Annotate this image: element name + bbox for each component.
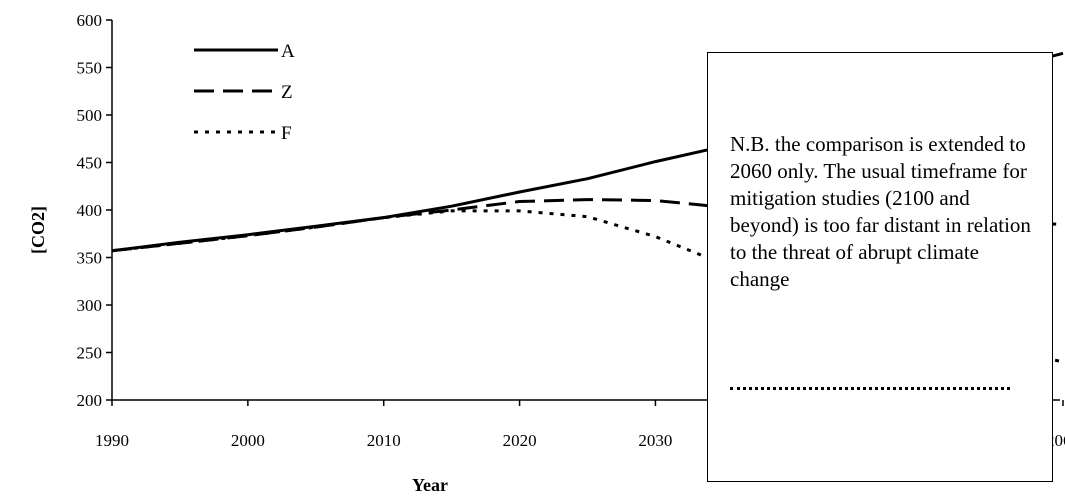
legend-label-z: Z: [281, 82, 293, 103]
y-tick-label: 300: [77, 296, 103, 315]
annotation-dotted-line: [730, 387, 1010, 390]
legend-label-a: A: [281, 41, 295, 62]
x-tick-label: 2010: [367, 431, 401, 450]
y-tick-label: 600: [77, 11, 103, 30]
y-tick-label: 450: [77, 154, 103, 173]
y-tick-label: 400: [77, 201, 103, 220]
x-tick-label: 1990: [95, 431, 129, 450]
x-tick-label: 2030: [638, 431, 672, 450]
y-tick-label: 550: [77, 59, 103, 78]
y-axis-title: [CO2]: [28, 206, 48, 254]
y-tick-label: 200: [77, 391, 103, 410]
x-tick-label: 2000: [231, 431, 265, 450]
x-axis-title: Year: [412, 475, 448, 495]
annotation-box: N.B. the comparison is extended to 2060 …: [707, 52, 1053, 482]
y-tick-label: 350: [77, 249, 103, 268]
legend-label-f: F: [281, 123, 292, 144]
y-tick-label: 500: [77, 106, 103, 125]
annotation-text: N.B. the comparison is extended to 2060 …: [730, 132, 1031, 291]
y-tick-label: 250: [77, 344, 103, 363]
x-tick-label: 2020: [503, 431, 537, 450]
